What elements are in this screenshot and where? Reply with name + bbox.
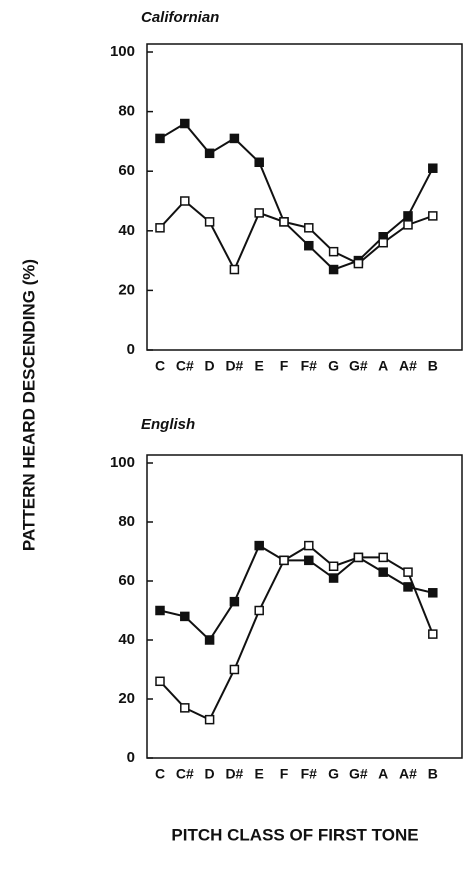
y-tick-label: 40: [118, 631, 135, 648]
marker: [254, 208, 264, 218]
x-tick-label: E: [255, 766, 264, 782]
y-tick-label: 100: [110, 43, 135, 60]
marker: [204, 148, 215, 159]
x-tick-label: B: [428, 358, 438, 374]
x-tick-label: D: [205, 766, 215, 782]
marker: [180, 611, 190, 622]
y-tick-label: 40: [118, 222, 135, 239]
marker: [378, 567, 388, 577]
y-tick-label: 20: [118, 690, 135, 707]
marker: [403, 582, 413, 592]
marker: [304, 223, 314, 233]
marker: [428, 211, 438, 221]
marker: [378, 237, 388, 248]
marker: [403, 211, 413, 221]
y-axis-label: PATTERN HEARD DESCENDING (%): [19, 259, 38, 551]
y-tick-label: 80: [118, 513, 135, 530]
marker: [403, 220, 413, 230]
x-tick-label: B: [428, 766, 438, 782]
marker: [204, 217, 215, 227]
marker: [428, 163, 438, 173]
marker: [304, 540, 314, 551]
series-line: [159, 122, 434, 271]
plot-frame: [146, 43, 463, 351]
chart-title: Californian: [141, 9, 219, 26]
marker: [180, 703, 190, 713]
x-tick-label: C: [155, 766, 165, 782]
chart-title: English: [141, 416, 195, 433]
marker: [254, 157, 264, 168]
x-tick-label: C#: [176, 766, 194, 782]
x-tick-label: A: [378, 358, 388, 374]
marker: [403, 567, 413, 577]
x-tick-label: F: [280, 358, 289, 374]
x-tick-label: D: [205, 358, 215, 374]
marker: [279, 217, 289, 227]
x-tick-label: F#: [301, 766, 318, 782]
marker: [328, 561, 339, 571]
marker: [328, 264, 339, 275]
marker: [155, 676, 165, 687]
marker: [279, 555, 289, 566]
x-tick-label: A#: [399, 358, 417, 374]
y-tick-label: 80: [118, 103, 135, 120]
marker: [229, 264, 240, 275]
x-tick-label: C#: [176, 358, 194, 374]
marker: [378, 552, 388, 563]
y-tick-label: 0: [127, 341, 135, 358]
marker: [155, 133, 165, 144]
marker: [180, 118, 190, 129]
plot-frame: [146, 454, 463, 759]
x-tick-label: A: [378, 766, 388, 782]
marker: [229, 664, 240, 675]
y-tick-label: 20: [118, 281, 135, 298]
x-tick-label: C: [155, 358, 165, 374]
marker: [428, 629, 438, 639]
y-tick-label: 60: [118, 162, 135, 179]
marker: [353, 258, 364, 269]
y-tick-label: 100: [110, 454, 135, 471]
x-tick-label: G#: [349, 766, 368, 782]
marker: [328, 573, 339, 583]
y-tick-label: 0: [127, 749, 135, 766]
marker: [254, 540, 264, 551]
series-line: [159, 199, 434, 272]
marker: [155, 223, 165, 233]
x-tick-label: F#: [301, 358, 318, 374]
marker: [328, 246, 339, 257]
marker: [353, 552, 364, 563]
x-tick-label: D#: [225, 766, 243, 782]
x-tick-label: G#: [349, 358, 368, 374]
x-tick-label: D#: [225, 358, 243, 374]
series-line: [159, 544, 434, 642]
marker: [229, 133, 240, 144]
y-tick-label: 60: [118, 572, 135, 589]
marker: [428, 588, 438, 598]
x-axis-label: PITCH CLASS OF FIRST TONE: [171, 825, 418, 844]
marker: [254, 605, 264, 616]
x-tick-label: F: [280, 766, 289, 782]
marker: [204, 714, 215, 725]
marker: [180, 196, 190, 206]
x-tick-label: A#: [399, 766, 417, 782]
marker: [155, 605, 165, 616]
marker: [304, 240, 314, 251]
marker: [229, 596, 240, 607]
marker: [304, 555, 314, 566]
marker: [204, 635, 215, 645]
x-tick-label: E: [255, 358, 264, 374]
x-tick-label: G: [328, 766, 339, 782]
x-tick-label: G: [328, 358, 339, 374]
